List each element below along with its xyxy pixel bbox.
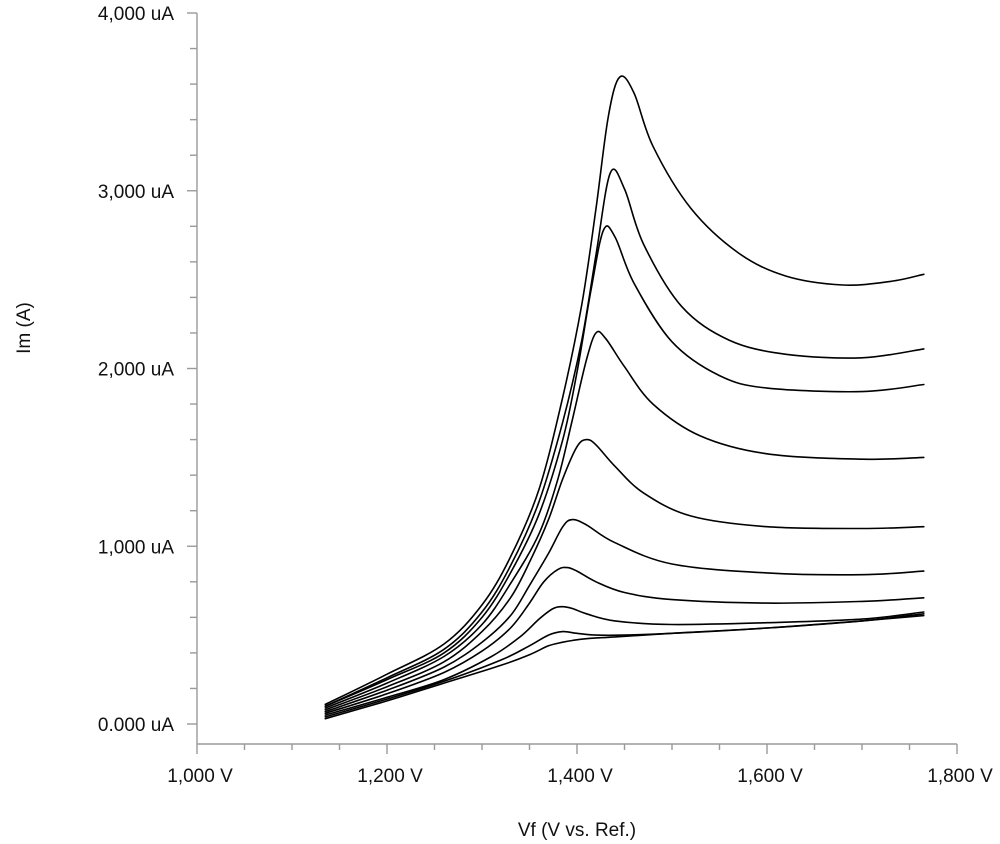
series-line-7 — [324, 330, 925, 709]
series-line-5 — [324, 518, 925, 713]
y-axis-title: Im (A) — [14, 302, 35, 354]
y-tick-label: 2,000 uA — [98, 360, 174, 381]
series-line-10 — [324, 75, 925, 706]
x-tick-label: 1,000 V — [167, 766, 233, 787]
y-tick-label: 0.000 uA — [98, 715, 174, 736]
y-tick-label: 1,000 uA — [98, 537, 174, 558]
y-tick-label: 4,000 uA — [98, 4, 174, 25]
y-tick-label: 3,000 uA — [98, 182, 174, 203]
tick-labels-group: 0.000 uA 1,000 uA 2,000 uA 3,000 uA 4,000 uA… — [98, 4, 993, 787]
series-line-9 — [324, 168, 925, 707]
ticks-group — [187, 12, 958, 754]
series-line-3 — [324, 605, 925, 716]
curves-group — [324, 75, 925, 720]
series-line-8 — [324, 225, 925, 707]
series-line-6 — [324, 438, 925, 711]
x-axis-title: Vf (V vs. Ref.) — [518, 820, 636, 841]
x-tick-label: 1,800 V — [927, 766, 993, 787]
series-line-2 — [324, 613, 925, 718]
x-tick-label: 1,200 V — [357, 766, 423, 787]
x-tick-label: 1,600 V — [737, 766, 803, 787]
axes-group — [196, 13, 957, 745]
series-line-4 — [324, 566, 925, 715]
x-tick-label: 1,400 V — [547, 766, 613, 787]
